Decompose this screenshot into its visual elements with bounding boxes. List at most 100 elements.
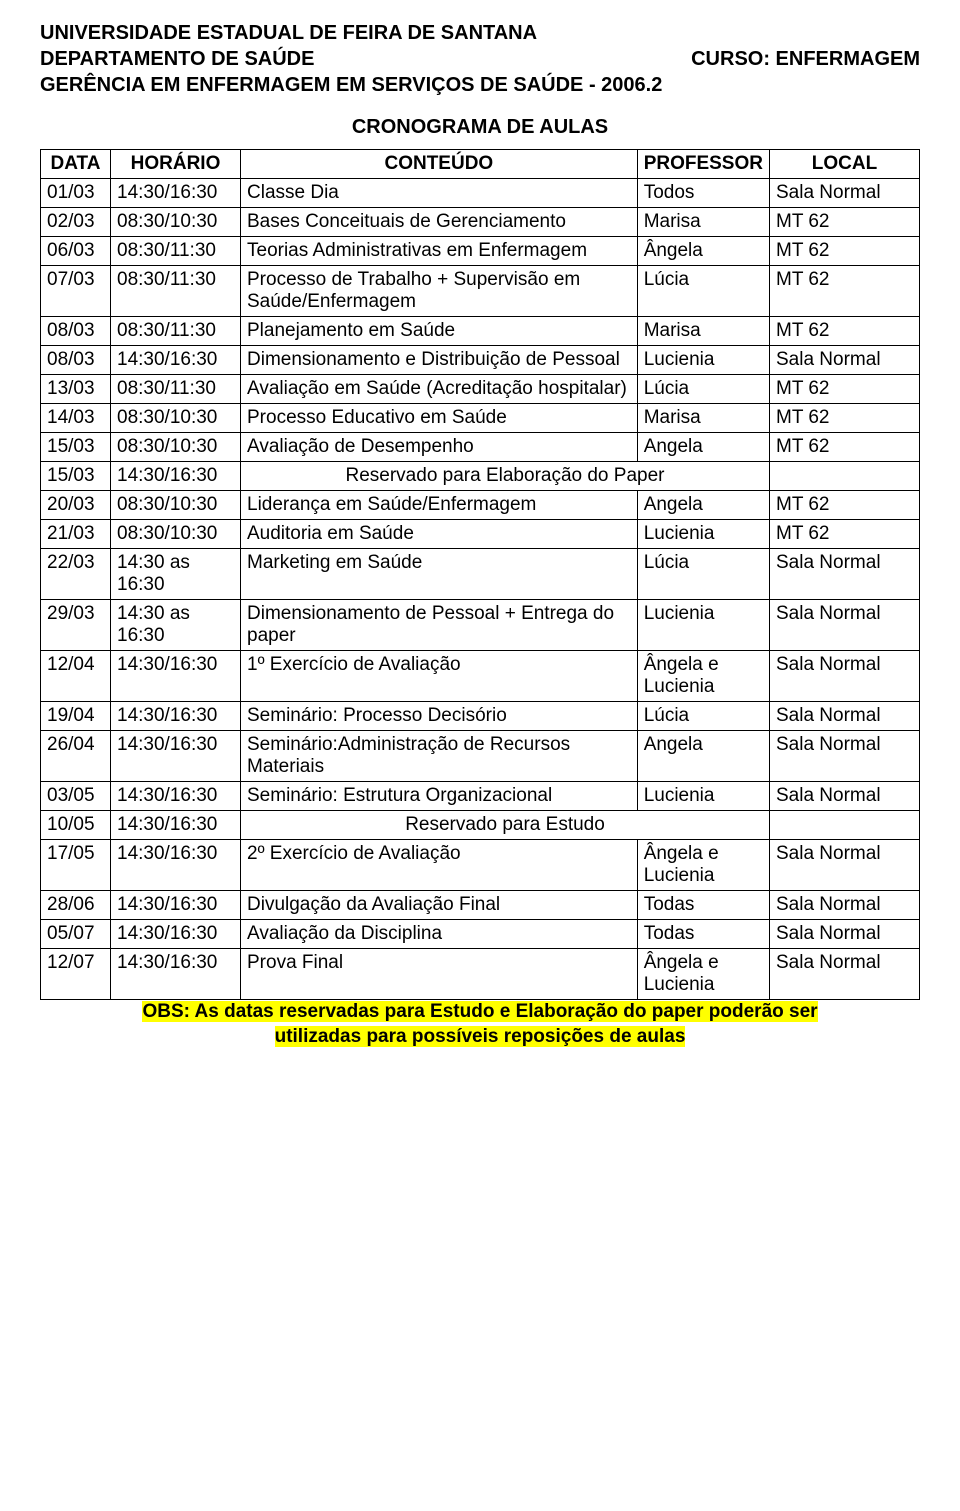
cell-horario: 08:30/11:30 [111, 266, 241, 317]
cell-local: MT 62 [770, 491, 920, 520]
cell-horario: 14:30/16:30 [111, 891, 241, 920]
table-row: 12/0714:30/16:30Prova FinalÂngela e Luci… [41, 949, 920, 1000]
cell-local: MT 62 [770, 404, 920, 433]
cell-conteudo: Bases Conceituais de Gerenciamento [241, 208, 638, 237]
table-row: 12/0414:30/16:301º Exercício de Avaliaçã… [41, 651, 920, 702]
cell-professor: Lúcia [637, 266, 769, 317]
cell-data: 01/03 [41, 179, 111, 208]
cell-professor: Lúcia [637, 702, 769, 731]
footer-line1: OBS: As datas reservadas para Estudo e E… [142, 1001, 817, 1022]
cell-professor: Marisa [637, 404, 769, 433]
cell-local [770, 462, 920, 491]
cell-local: Sala Normal [770, 920, 920, 949]
cell-data: 13/03 [41, 375, 111, 404]
cell-data: 06/03 [41, 237, 111, 266]
cell-horario: 14:30/16:30 [111, 840, 241, 891]
schedule-title: CRONOGRAMA DE AULAS [40, 116, 920, 139]
cell-horario: 08:30/10:30 [111, 208, 241, 237]
cell-conteudo: Marketing em Saúde [241, 549, 638, 600]
cell-data: 10/05 [41, 811, 111, 840]
cell-horario: 14:30/16:30 [111, 782, 241, 811]
col-header-horario: HORÁRIO [111, 150, 241, 179]
cell-conteudo: Processo de Trabalho + Supervisão em Saú… [241, 266, 638, 317]
cell-data: 12/04 [41, 651, 111, 702]
cell-data: 28/06 [41, 891, 111, 920]
cell-local: MT 62 [770, 266, 920, 317]
cell-horario: 08:30/10:30 [111, 491, 241, 520]
cell-conteudo: Seminário: Estrutura Organizacional [241, 782, 638, 811]
cell-professor: Ângela e Lucienia [637, 949, 769, 1000]
cell-local [770, 811, 920, 840]
cell-local: Sala Normal [770, 651, 920, 702]
table-row: 03/0514:30/16:30Seminário: Estrutura Org… [41, 782, 920, 811]
table-row: 21/0308:30/10:30Auditoria em SaúdeLucien… [41, 520, 920, 549]
cell-conteudo: Liderança em Saúde/Enfermagem [241, 491, 638, 520]
cell-professor: Lucienia [637, 346, 769, 375]
cell-professor: Marisa [637, 317, 769, 346]
cell-data: 12/07 [41, 949, 111, 1000]
table-row: 15/0308:30/10:30Avaliação de DesempenhoA… [41, 433, 920, 462]
cell-professor: Lucienia [637, 520, 769, 549]
cell-conteudo: Classe Dia [241, 179, 638, 208]
cell-data: 05/07 [41, 920, 111, 949]
table-row: 14/0308:30/10:30Processo Educativo em Sa… [41, 404, 920, 433]
table-row: 08/0314:30/16:30Dimensionamento e Distri… [41, 346, 920, 375]
cell-conteudo: Processo Educativo em Saúde [241, 404, 638, 433]
col-header-data: DATA [41, 150, 111, 179]
cell-local: Sala Normal [770, 549, 920, 600]
table-row: 20/0308:30/10:30Liderança em Saúde/Enfer… [41, 491, 920, 520]
cell-data: 19/04 [41, 702, 111, 731]
cell-horario: 08:30/11:30 [111, 237, 241, 266]
table-row: 10/0514:30/16:30Reservado para Estudo [41, 811, 920, 840]
cell-conteudo: Dimensionamento de Pessoal + Entrega do … [241, 600, 638, 651]
cell-horario: 14:30/16:30 [111, 462, 241, 491]
cell-professor: Marisa [637, 208, 769, 237]
cell-data: 07/03 [41, 266, 111, 317]
university-name: UNIVERSIDADE ESTADUAL DE FEIRA DE SANTAN… [40, 20, 920, 46]
cell-professor: Ângela e Lucienia [637, 840, 769, 891]
cell-data: 29/03 [41, 600, 111, 651]
footer-line2: utilizadas para possíveis reposições de … [275, 1026, 686, 1047]
cell-conteudo: Avaliação em Saúde (Acreditação hospital… [241, 375, 638, 404]
table-body: 01/0314:30/16:30Classe DiaTodosSala Norm… [41, 179, 920, 1000]
cell-conteudo: Auditoria em Saúde [241, 520, 638, 549]
cell-local: Sala Normal [770, 179, 920, 208]
table-row: 29/0314:30 as 16:30Dimensionamento de Pe… [41, 600, 920, 651]
cell-data: 03/05 [41, 782, 111, 811]
table-row: 06/0308:30/11:30Teorias Administrativas … [41, 237, 920, 266]
cell-local: MT 62 [770, 375, 920, 404]
cell-conteudo: Reservado para Elaboração do Paper [241, 462, 770, 491]
cell-local: Sala Normal [770, 731, 920, 782]
cell-conteudo: Avaliação da Disciplina [241, 920, 638, 949]
cell-local: Sala Normal [770, 782, 920, 811]
schedule-table: DATA HORÁRIO CONTEÚDO PROFESSOR LOCAL 01… [40, 149, 920, 1000]
cell-data: 20/03 [41, 491, 111, 520]
cell-horario: 14:30/16:30 [111, 179, 241, 208]
discipline-name: GERÊNCIA EM ENFERMAGEM EM SERVIÇOS DE SA… [40, 72, 920, 98]
cell-local: MT 62 [770, 237, 920, 266]
cell-professor: Ângela e Lucienia [637, 651, 769, 702]
course-label: CURSO: ENFERMAGEM [691, 46, 920, 72]
table-row: 17/0514:30/16:302º Exercício de Avaliaçã… [41, 840, 920, 891]
cell-conteudo: Avaliação de Desempenho [241, 433, 638, 462]
cell-conteudo: 1º Exercício de Avaliação [241, 651, 638, 702]
table-row: 08/0308:30/11:30Planejamento em SaúdeMar… [41, 317, 920, 346]
cell-professor: Lúcia [637, 549, 769, 600]
department-course-row: DEPARTAMENTO DE SAÚDE CURSO: ENFERMAGEM [40, 46, 920, 72]
cell-local: MT 62 [770, 433, 920, 462]
cell-data: 02/03 [41, 208, 111, 237]
cell-horario: 08:30/10:30 [111, 433, 241, 462]
cell-horario: 14:30/16:30 [111, 811, 241, 840]
cell-professor: Ângela [637, 237, 769, 266]
cell-conteudo: Seminário:Administração de Recursos Mate… [241, 731, 638, 782]
cell-local: MT 62 [770, 317, 920, 346]
cell-conteudo: Prova Final [241, 949, 638, 1000]
cell-local: Sala Normal [770, 600, 920, 651]
cell-horario: 14:30/16:30 [111, 702, 241, 731]
cell-conteudo: Teorias Administrativas em Enfermagem [241, 237, 638, 266]
cell-professor: Angela [637, 731, 769, 782]
cell-horario: 14:30 as 16:30 [111, 549, 241, 600]
cell-professor: Todas [637, 891, 769, 920]
table-row: 05/0714:30/16:30Avaliação da DisciplinaT… [41, 920, 920, 949]
footer-note: OBS: As datas reservadas para Estudo e E… [40, 1000, 920, 1049]
